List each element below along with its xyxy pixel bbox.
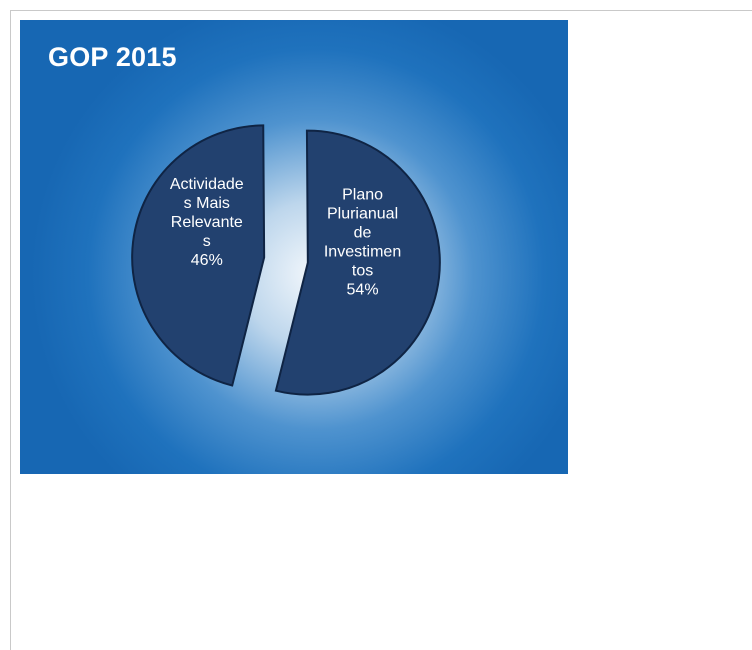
slice-label-line: s Mais bbox=[184, 195, 230, 212]
slice-label-1: Actividade s Mais Relevante s 46% bbox=[170, 176, 244, 269]
page-frame bbox=[10, 10, 752, 650]
slice-label-line: tos bbox=[352, 262, 373, 279]
slice-label-line: Plano bbox=[342, 186, 383, 203]
slice-label-line: Investimen bbox=[324, 243, 401, 260]
pie-chart: Actividade s Mais Relevante s 46% Plano Pluria… bbox=[131, 124, 441, 396]
pie-slice-1 bbox=[131, 124, 266, 387]
slice-label-line: s bbox=[203, 233, 211, 250]
slice-label-line: de bbox=[354, 224, 372, 241]
chart-panel: GOP 2015 Actividade s Mais Relevante s 46% Pl… bbox=[20, 20, 568, 474]
slice-value-label: 46% bbox=[191, 252, 223, 269]
slice-label-line: Plurianual bbox=[327, 205, 398, 222]
slice-value-label: 54% bbox=[347, 281, 379, 298]
chart-title: GOP 2015 bbox=[48, 42, 177, 72]
slice-label-2: Plano Plurianual de Investimen tos 54% bbox=[324, 186, 401, 298]
slice-label-line: Relevante bbox=[171, 214, 243, 231]
pie-slice-2 bbox=[274, 129, 441, 396]
slice-label-line: Actividade bbox=[170, 176, 244, 193]
